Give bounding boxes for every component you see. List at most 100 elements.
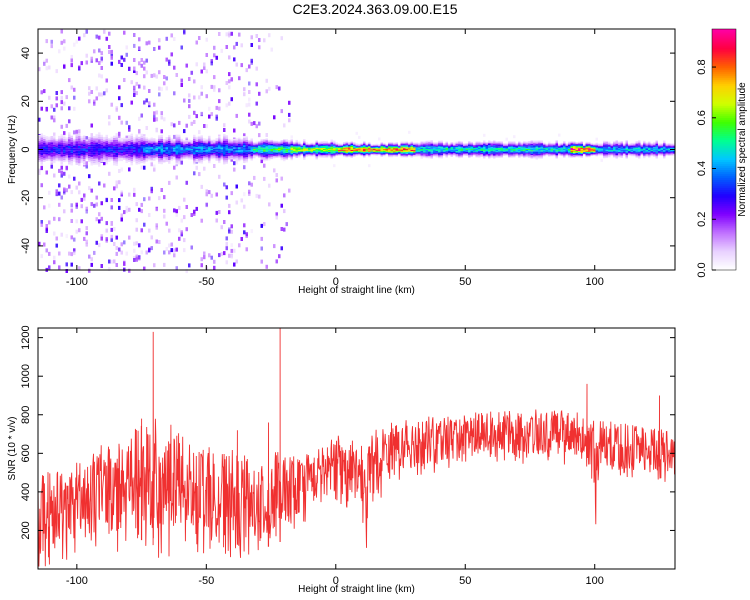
spectrogram-band-cell <box>170 159 173 161</box>
spectrogram-band-cell <box>288 142 291 144</box>
spectrogram-noise-cell <box>238 243 241 248</box>
spectrogram-noise-cell <box>193 95 196 100</box>
spectrogram-band-cell <box>273 145 276 147</box>
spectrogram-band-cell <box>215 150 218 152</box>
spectrogram-band-cell <box>170 144 173 146</box>
colorbar-step <box>712 153 736 157</box>
spectrogram-band-cell <box>103 147 106 149</box>
spectrogram-band-cell <box>43 137 46 139</box>
spectrogram-band-cell <box>633 149 636 151</box>
spectrogram-band-cell <box>560 143 563 145</box>
spectrogram-noise-cell <box>100 201 103 206</box>
spectrogram-band-cell <box>193 136 196 139</box>
spectrogram-band-cell <box>390 154 393 156</box>
spectrogram-band-cell <box>610 155 613 157</box>
spectrogram-band-cell <box>275 142 278 144</box>
spectrogram-band-cell <box>598 153 601 154</box>
spectrogram-band-cell <box>658 145 661 147</box>
spectrogram-band-cell <box>293 148 296 150</box>
spectrogram-band-cell <box>265 140 268 142</box>
spectrogram-band-cell <box>575 153 578 155</box>
spectrogram-band-cell <box>390 147 393 149</box>
spectrogram-band-cell <box>268 143 271 145</box>
spectrogram-band-cell <box>505 144 508 146</box>
spectrogram-band-cell <box>670 150 673 152</box>
spectrogram-band-cell <box>638 154 641 157</box>
spectrogram-band-cell <box>593 153 596 155</box>
spectrogram-band-cell <box>268 150 271 152</box>
spectrogram-band-cell <box>208 157 211 160</box>
spectrogram-noise-cell <box>140 63 143 68</box>
spectrogram-noise-cell <box>258 194 261 199</box>
spectrogram-noise-cell <box>78 129 81 134</box>
spectrogram-noise-cell <box>165 36 168 41</box>
spectrogram-noise-cell <box>85 136 88 141</box>
colorbar-step <box>712 51 736 54</box>
spectrogram-band-cell <box>145 156 148 159</box>
spectrogram-band-cell <box>178 146 181 149</box>
spectrogram-band-cell <box>545 149 548 151</box>
spectrogram-band-cell <box>343 153 346 155</box>
spectrogram-band-cell <box>673 148 676 150</box>
spectrogram-band-cell <box>468 146 471 148</box>
spectrogram-band-cell <box>480 146 483 147</box>
spectrogram-band-cell <box>465 146 468 148</box>
spectrogram-band-cell <box>405 152 408 154</box>
spectrogram-band-cell <box>128 148 131 151</box>
spectrogram-band-cell <box>60 148 63 151</box>
spectrogram-band-cell <box>210 143 213 145</box>
spectrogram-band-cell <box>413 153 416 155</box>
spectrogram-band-cell <box>250 142 253 145</box>
spectrogram-band-cell <box>635 144 638 146</box>
spectrogram-band-cell <box>530 151 533 153</box>
spectrogram-band-cell <box>305 152 308 154</box>
spectrogram-band-cell <box>443 149 446 151</box>
spectrogram-band-cell <box>143 141 146 143</box>
spectrogram-band-cell <box>395 145 398 147</box>
colorbar-step <box>712 121 736 124</box>
spectrogram-band-cell <box>290 143 293 146</box>
spectrogram-band-cell <box>600 152 603 154</box>
spectrogram-band-cell <box>95 156 98 159</box>
spectrogram-band-cell <box>198 157 201 160</box>
spectrogram-band-cell <box>620 155 623 157</box>
spectrogram-band-cell <box>248 143 251 146</box>
spectrogram-band-cell <box>530 141 533 143</box>
spectrogram-band-cell <box>163 151 166 153</box>
spectrogram-noise-cell <box>78 266 81 271</box>
spectrogram-noise-cell <box>138 116 141 121</box>
spectrogram-band-cell <box>218 135 221 138</box>
spectrogram-band-cell <box>520 148 523 150</box>
spectrogram-band-cell <box>415 149 418 150</box>
spectrogram-band-cell <box>260 152 263 155</box>
spectrogram-band-cell <box>290 153 293 156</box>
spectrogram-band-cell <box>593 154 596 155</box>
colorbar-step <box>712 39 736 42</box>
spectrogram-band-cell <box>265 145 268 148</box>
spectrogram-band-cell <box>313 152 316 154</box>
spectrogram-noise-cell <box>83 236 86 241</box>
spectrogram-band-cell <box>130 161 133 164</box>
spectrogram-noise-cell <box>193 110 196 115</box>
spectrogram-band-cell <box>73 143 76 146</box>
spectrogram-band-cell <box>180 148 183 151</box>
spectrogram-band-cell <box>138 140 141 143</box>
spectrogram-band-cell <box>608 149 611 150</box>
spectrogram-band-cell <box>643 151 646 153</box>
spectrogram-band-cell <box>138 142 141 145</box>
spectrogram-band-cell <box>308 147 311 149</box>
spectrogram-band-cell <box>538 140 541 142</box>
spectrogram-band-cell <box>445 150 448 152</box>
spectrogram-band-cell <box>53 155 56 158</box>
spectrogram-band-cell <box>173 150 176 152</box>
spectrogram-band-cell <box>210 145 213 147</box>
spectrogram-band-cell <box>390 143 393 145</box>
spectrogram-band-cell <box>185 156 188 158</box>
spectrogram-band-cell <box>508 144 511 146</box>
spectrogram-band-cell <box>290 157 293 159</box>
spectrogram-band-cell <box>615 151 618 153</box>
spectrogram-band-cell <box>363 142 366 144</box>
spectrogram-noise-cell <box>203 62 206 67</box>
spectrogram-band-cell <box>573 153 576 155</box>
spectrogram-noise-cell <box>248 181 251 186</box>
